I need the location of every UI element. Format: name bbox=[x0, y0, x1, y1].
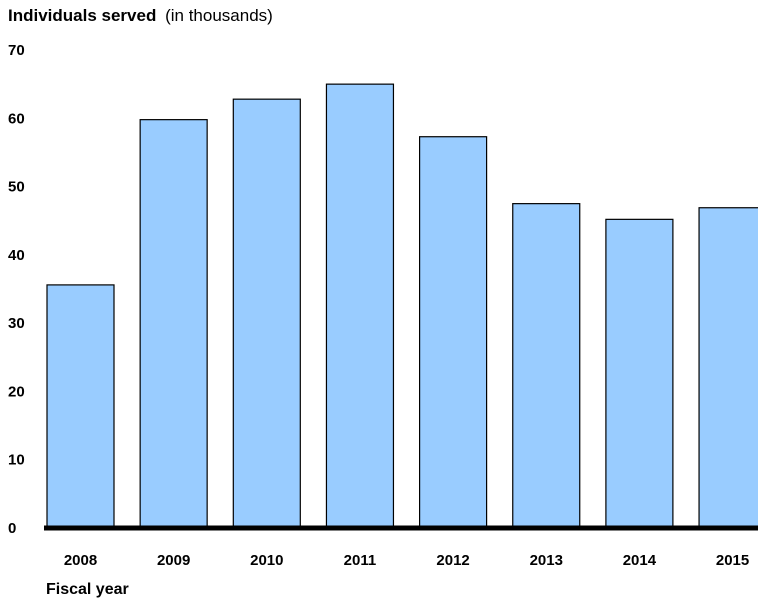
y-tick-label: 40 bbox=[8, 247, 25, 264]
bar-2012 bbox=[419, 136, 488, 529]
x-tick-label: 2013 bbox=[530, 552, 563, 569]
x-tick-label: 2008 bbox=[64, 552, 97, 569]
bar-2013 bbox=[512, 203, 581, 529]
x-tick-label: 2012 bbox=[436, 552, 469, 569]
x-tick-label: 2014 bbox=[623, 552, 657, 569]
bar-2009 bbox=[139, 119, 208, 529]
x-axis-title: Fiscal year bbox=[46, 581, 129, 598]
x-tick-label: 2015 bbox=[716, 552, 749, 569]
bars bbox=[46, 83, 758, 529]
bar-2010 bbox=[232, 98, 301, 529]
y-tick-label: 70 bbox=[8, 42, 25, 59]
bar-2011 bbox=[325, 83, 395, 529]
y-tick-label: 60 bbox=[8, 110, 25, 127]
y-tick-label: 30 bbox=[8, 315, 25, 332]
y-tick-label: 10 bbox=[8, 452, 25, 469]
y-tick-label: 0 bbox=[8, 520, 16, 537]
x-tick-labels: 2008 2009 2010 2011 2012 2013 2014 2015 bbox=[64, 552, 749, 569]
y-tick-label: 20 bbox=[8, 383, 25, 400]
y-axis-title-main: Individuals served bbox=[8, 6, 156, 25]
y-tick-label: 50 bbox=[8, 179, 25, 196]
y-tick-labels: 0 10 20 30 40 50 60 70 bbox=[8, 42, 25, 537]
x-tick-label: 2009 bbox=[157, 552, 190, 569]
bar-2015 bbox=[698, 207, 758, 529]
bar-2008 bbox=[46, 284, 115, 529]
bar-2014 bbox=[605, 218, 674, 529]
y-axis-title: Individuals served (in thousands) bbox=[8, 6, 273, 25]
x-tick-label: 2010 bbox=[250, 552, 283, 569]
x-tick-label: 2011 bbox=[344, 552, 377, 569]
y-axis-title-unit: (in thousands) bbox=[165, 6, 273, 25]
